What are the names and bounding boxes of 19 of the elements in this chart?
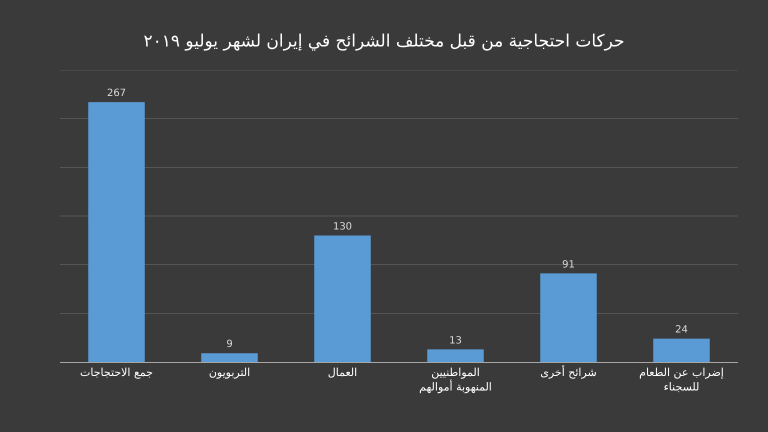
bar — [201, 353, 258, 362]
data-label: 24 — [675, 324, 688, 336]
x-tick-label: العمال — [328, 366, 358, 380]
x-tick-label: جمع الاحتجاجات — [80, 366, 153, 380]
data-label: 130 — [332, 221, 352, 232]
bar — [88, 102, 145, 362]
bar — [540, 273, 597, 362]
x-tick-label: شرائح أخرى — [540, 365, 597, 380]
data-label: 267 — [106, 88, 126, 100]
data-label: 13 — [449, 335, 462, 346]
x-tick-label: المواطنيين المنهوبة أموالهم — [419, 366, 492, 394]
data-label: 9 — [226, 339, 233, 350]
bar — [427, 349, 484, 362]
bar — [653, 338, 710, 362]
data-label: 91 — [562, 259, 575, 270]
x-tick-label: التربويون — [208, 366, 250, 380]
bar — [314, 235, 371, 362]
chart-title: حركات احتجاجية من قبل مختلف الشرائح في إيران لشهر يوليو ٢٠١٩ — [144, 31, 624, 52]
x-tick-label: إضراب عن الطعام للسجناء — [639, 366, 724, 394]
